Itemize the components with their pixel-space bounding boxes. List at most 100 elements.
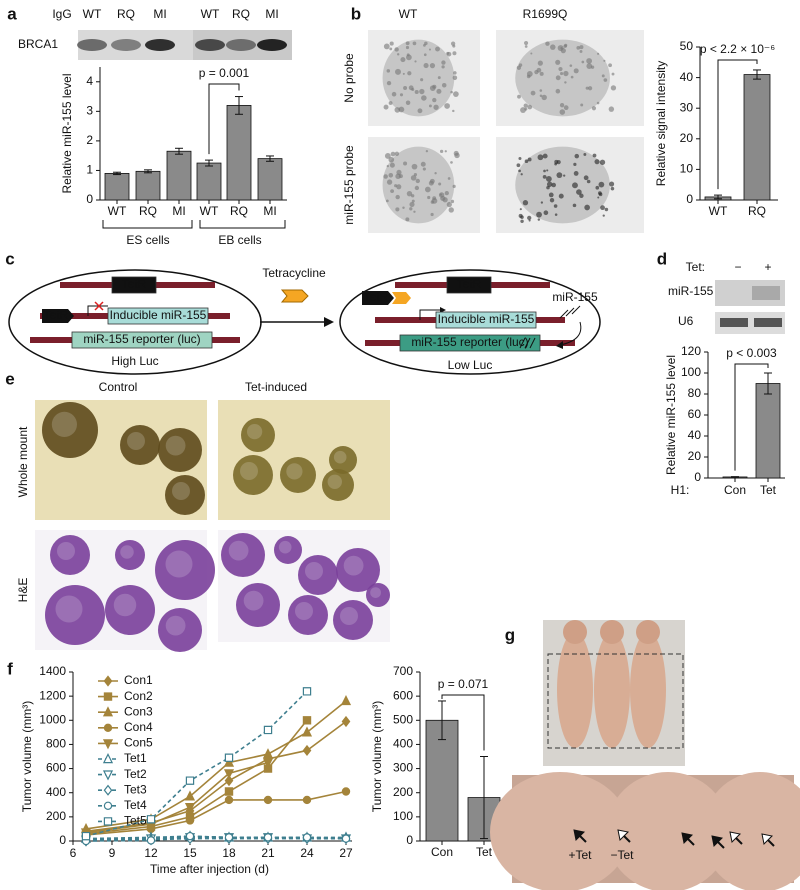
tissue-speck: [527, 215, 532, 221]
tissue-speck: [519, 208, 522, 211]
marker: [302, 716, 312, 725]
spheroid: [336, 548, 380, 592]
annotation: p = 0.071: [438, 677, 489, 691]
y-tick-label: 700: [393, 664, 413, 678]
y-tick-label: 1200: [39, 688, 66, 702]
marker: [103, 692, 113, 701]
y-tick-label: 50: [680, 39, 694, 53]
tissue-speck: [390, 151, 396, 157]
arrow-head: [761, 833, 774, 846]
tissue-speck: [546, 181, 553, 187]
tissue-speck: [555, 59, 561, 65]
mirna: [565, 307, 575, 317]
spheroid-core: [243, 590, 264, 611]
tissue-speck: [383, 104, 389, 110]
group-label: EB cells: [218, 233, 261, 247]
spheroid-core: [228, 540, 249, 561]
tissue-speck: [537, 60, 543, 66]
tissue-speck: [527, 157, 532, 162]
gene: [111, 276, 157, 294]
spheroid-core: [327, 474, 342, 489]
lane-label: RQ: [117, 7, 135, 21]
marker: [224, 775, 234, 787]
blot-band: [752, 286, 780, 300]
mouse-flank: [606, 772, 730, 890]
tissue-speck: [439, 193, 443, 196]
y-tick-label: 0: [406, 833, 413, 847]
tissue-speck: [570, 75, 574, 79]
marker: [102, 739, 114, 750]
tissue-speck: [518, 169, 521, 173]
tissue-speck: [609, 181, 615, 187]
x-tick-label: Tet: [476, 845, 493, 859]
gene-label: miR-155 reporter (luc): [411, 335, 528, 349]
tissue-speck: [436, 88, 442, 94]
y-tick-label: 100: [681, 365, 701, 379]
x-tick-label: RQ: [139, 204, 157, 218]
tissue-speck: [573, 68, 579, 74]
y-tick-label: 400: [46, 785, 66, 799]
tissue-speck: [407, 71, 412, 76]
tissue-speck: [539, 89, 543, 92]
tissue-speck: [432, 97, 437, 103]
tissue-speck: [411, 163, 418, 170]
tissue-speck: [405, 41, 410, 46]
tissue-speck: [386, 80, 392, 86]
arrow-head: [440, 307, 446, 313]
y-axis-label: Tumor volume (mm³): [20, 701, 34, 813]
tissue-speck: [542, 174, 547, 179]
marker: [103, 675, 113, 687]
marker: [263, 795, 273, 805]
tissue-speck: [563, 105, 569, 111]
spheroid-core: [165, 435, 186, 456]
error-bar: [753, 69, 761, 80]
tissue-speck: [524, 45, 528, 48]
error-bar: [764, 372, 772, 395]
tissue-speck: [581, 60, 585, 64]
tissue-speck: [602, 214, 605, 217]
repressor: [362, 291, 394, 305]
tissue: [382, 146, 455, 224]
x-tick-label: 15: [183, 846, 197, 860]
tissue-speck: [388, 172, 394, 178]
tissue-speck: [406, 53, 410, 57]
repressor-label: TetR: [44, 308, 69, 322]
column-label: WT: [399, 7, 418, 21]
panel-label: a: [7, 4, 17, 23]
marker: [103, 784, 113, 796]
tissue-speck: [583, 175, 589, 181]
marker: [102, 770, 114, 781]
arrow-head: [617, 829, 630, 842]
y-tick-label: 800: [46, 737, 66, 751]
marker: [224, 787, 234, 796]
tissue-speck: [394, 47, 399, 52]
promoter: [87, 305, 108, 316]
tissue-speck: [556, 172, 563, 179]
spheroid: [329, 446, 357, 474]
tissue-speck: [423, 63, 429, 69]
x-tick-label: WT: [709, 204, 728, 218]
spheroid-core: [246, 423, 263, 440]
tissue-speck: [441, 60, 446, 65]
tissue-speck: [453, 71, 457, 75]
tissue-speck: [384, 153, 391, 159]
error-bar: [113, 171, 121, 176]
row-label: No probe: [342, 53, 356, 103]
y-axis-label: Relative miR-155 level: [60, 73, 74, 193]
panel-label: d: [657, 249, 667, 268]
tissue-speck: [452, 75, 458, 81]
arrow-head: [729, 831, 742, 844]
spheroid-core: [120, 545, 134, 559]
significance-bracket: [734, 363, 769, 471]
tissue-speck: [390, 189, 395, 194]
arrow-label: −Tet: [610, 848, 634, 862]
tissue-speck: [452, 184, 456, 188]
tissue-speck: [523, 40, 529, 46]
tissue-speck: [573, 171, 579, 176]
blot-band: [720, 318, 748, 327]
tissue-speck: [430, 212, 434, 217]
tissue-speck: [434, 172, 437, 175]
tissue-speck: [383, 43, 390, 50]
tissue-speck: [421, 95, 427, 101]
y-tick-label: 1: [86, 163, 93, 177]
